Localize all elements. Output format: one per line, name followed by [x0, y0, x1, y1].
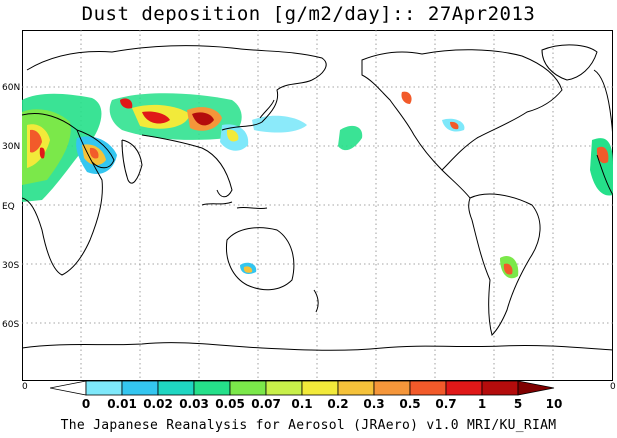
colorbar-cell: [85, 380, 123, 396]
colorbar-label: 0.5: [399, 397, 421, 411]
map-title: Dust deposition [g/m2/day]:: 27Apr2013: [81, 3, 536, 25]
lat-label-60n: 60N: [2, 83, 21, 93]
colorbar-label: 0.3: [363, 397, 385, 411]
colorbar-left-arrow: [50, 380, 87, 396]
map-svg: [22, 30, 613, 381]
lat-label-eq: EQ: [2, 202, 15, 212]
colorbar-label: 0: [81, 397, 91, 411]
map-frame: [22, 30, 613, 381]
colorbar-cell: [409, 380, 447, 396]
dust-fields: [22, 91, 613, 279]
colorbar-label: 0.05: [215, 397, 245, 411]
colorbar-label: 0.1: [291, 397, 313, 411]
colorbar-label: 0.01: [107, 397, 137, 411]
coastlines: [22, 44, 613, 351]
map-grid: [22, 30, 613, 381]
colorbar-label: 5: [513, 397, 523, 411]
colorbar-label: 1: [477, 397, 487, 411]
world-map: [22, 30, 613, 381]
colorbar: [50, 380, 555, 396]
colorbar-cell: [157, 380, 195, 396]
colorbar-label: 0.03: [179, 397, 209, 411]
colorbar-cell: [121, 380, 159, 396]
colorbar-cell: [445, 380, 483, 396]
scale-right-value: 0: [610, 382, 616, 392]
colorbar-cell: [229, 380, 267, 396]
colorbar-label: 0.2: [327, 397, 349, 411]
lat-label-30n: 30N: [2, 142, 21, 152]
lat-label-30s: 30S: [2, 261, 20, 271]
colorbar-cell: [193, 380, 231, 396]
colorbar-cell: [337, 380, 375, 396]
colorbar-cell: [265, 380, 303, 396]
colorbar-right-arrow: [517, 380, 555, 396]
colorbar-label: 0.02: [143, 397, 173, 411]
colorbar-cell: [481, 380, 519, 396]
lat-label-60s: 60S: [2, 320, 20, 330]
colorbar-cell: [301, 380, 339, 396]
colorbar-label: 0.07: [251, 397, 281, 411]
credit-line: The Japanese Reanalysis for Aerosol (JRA…: [60, 418, 557, 433]
colorbar-cell: [373, 380, 411, 396]
colorbar-label: 0.7: [435, 397, 457, 411]
colorbar-label: 10: [545, 397, 563, 411]
scale-left-value: 0: [22, 382, 28, 392]
